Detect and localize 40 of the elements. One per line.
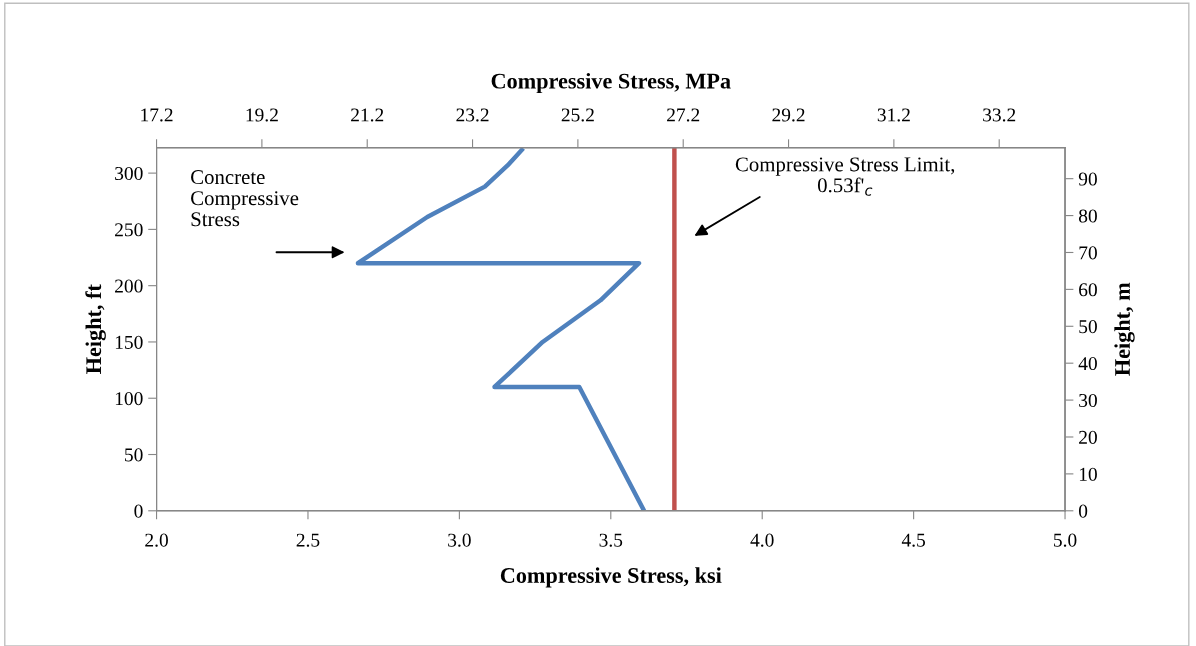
x-tick-label: 2.5	[296, 533, 320, 547]
y2-tick-label: 20	[1079, 430, 1097, 444]
y-tick-label: 0	[134, 504, 143, 518]
y2-tick-label: 90	[1078, 172, 1097, 186]
x-tick-label: 3.0	[448, 533, 471, 547]
x2-tick-label: 31.2	[877, 108, 910, 122]
y2-axis-title: Height, m	[1114, 282, 1135, 376]
annotation: Compressive Stress Limit, 0.53f'$_{c}$	[735, 157, 955, 196]
annotation: Concrete Compressive Stress	[191, 170, 299, 227]
y-tick-label: 100	[115, 392, 143, 406]
x-tick-label: 5.0	[1054, 533, 1077, 547]
x2-tick-label: 23.2	[456, 108, 489, 122]
x2-tick-label: 33.2	[983, 108, 1016, 122]
y2-tick-label: 30	[1079, 393, 1097, 408]
y2-tick-label: 70	[1079, 246, 1097, 260]
y2-tick-label: 80	[1078, 209, 1097, 223]
y-tick-label: 200	[115, 279, 143, 293]
x2-tick-label: 25.2	[561, 108, 594, 122]
y2-tick-label: 40	[1078, 357, 1097, 371]
y-tick-label: 250	[115, 223, 143, 237]
x2-tick-label: 17.2	[141, 108, 173, 122]
y-tick-label: 50	[125, 448, 143, 462]
x2-tick-label: 19.2	[246, 108, 278, 122]
y2-tick-label: 0	[1078, 504, 1088, 518]
y2-tick-label: 50	[1079, 320, 1097, 334]
y2-tick-label: 10	[1079, 467, 1097, 481]
x-tick-label: 4.5	[901, 533, 926, 547]
line-series	[355, 147, 647, 511]
x2-tick-label: 29.2	[772, 108, 805, 122]
x-tick-label: 3.5	[599, 533, 623, 547]
x-tick-label: 4.0	[750, 533, 774, 547]
x2-axis-title: Compressive Stress, MPa	[491, 72, 731, 94]
y2-tick-label: 60	[1079, 283, 1097, 297]
y-tick-label: 300	[115, 166, 143, 181]
x-axis-title: Compressive Stress, ksi	[500, 567, 722, 588]
y-axis-title: Height, ft	[85, 284, 106, 374]
x-tick-label: 2.0	[145, 533, 168, 547]
x2-tick-label: 27.2	[667, 108, 700, 122]
x2-tick-label: 21.2	[351, 108, 384, 122]
y-tick-label: 150	[115, 335, 143, 349]
